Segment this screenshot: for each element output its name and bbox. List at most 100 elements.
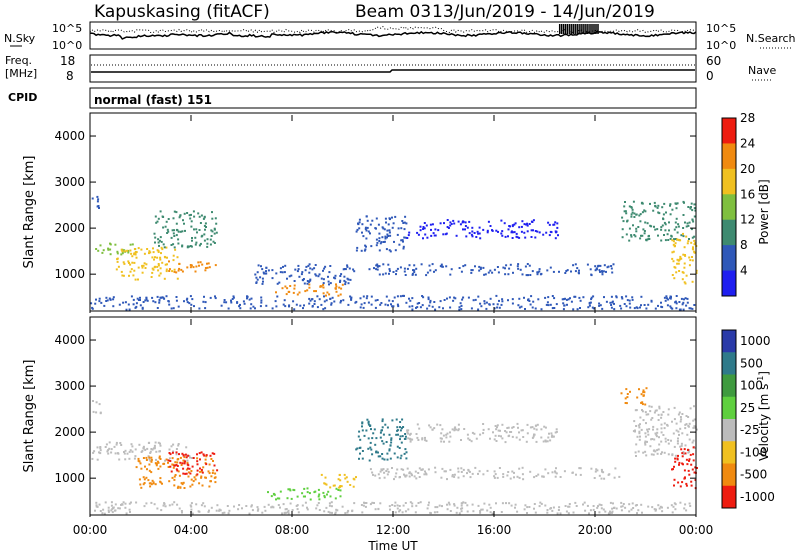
range-cell (682, 227, 685, 229)
range-cell (487, 428, 490, 431)
range-cell (171, 270, 174, 273)
range-cell (611, 271, 614, 274)
range-cell (370, 245, 373, 248)
range-cell (683, 201, 685, 204)
range-cell (658, 436, 660, 439)
range-cell (550, 435, 553, 438)
range-cell (154, 256, 156, 259)
range-cell (502, 266, 505, 269)
range-cell (202, 466, 205, 469)
range-cell (391, 300, 394, 303)
range-cell (489, 506, 492, 509)
range-cell (161, 248, 164, 251)
range-cell (678, 411, 681, 414)
range-cell (328, 502, 331, 505)
range-cell (196, 460, 199, 463)
range-cell (559, 476, 562, 478)
range-cell (633, 234, 636, 236)
range-cell (643, 232, 646, 235)
range-cell (489, 225, 492, 227)
range-cell (511, 302, 514, 305)
range-cell (528, 264, 531, 267)
range-cell (692, 446, 695, 449)
range-cell (668, 229, 670, 232)
range-cell (146, 468, 148, 471)
range-cell (323, 267, 326, 270)
range-cell (458, 512, 461, 515)
range-cell (446, 478, 448, 481)
range-cell (590, 298, 593, 301)
range-cell (180, 268, 183, 271)
range-cell (212, 240, 215, 243)
range-cell (660, 440, 663, 443)
range-cell (155, 464, 158, 467)
range-cell (405, 301, 408, 304)
range-cell (628, 510, 631, 513)
range-cell (359, 452, 361, 455)
range-cell (401, 418, 404, 421)
noise-right-tick-bottom: 10^0 (706, 39, 736, 52)
range-cell (515, 235, 518, 238)
range-cell (544, 468, 547, 471)
range-cell (153, 258, 155, 261)
range-cell (439, 437, 442, 440)
range-cell (172, 259, 175, 262)
range-cell (282, 503, 285, 506)
freq-tick-bottom: 8 (66, 69, 74, 83)
range-cell (388, 268, 391, 271)
range-cell (654, 432, 657, 435)
range-cell (389, 508, 391, 511)
range-cell (95, 411, 98, 414)
range-cell (255, 282, 258, 284)
range-cell (194, 270, 197, 273)
range-cell (443, 299, 446, 301)
range-cell (140, 467, 143, 470)
range-cell (631, 502, 634, 505)
range-cell (683, 262, 686, 265)
range-cell (375, 217, 378, 220)
range-cell (513, 476, 515, 479)
range-cell (252, 305, 255, 308)
range-cell (535, 424, 538, 427)
range-cell (371, 471, 374, 474)
range-cell (655, 433, 658, 436)
range-cell (167, 461, 169, 464)
range-cell (107, 509, 110, 512)
range-cell (537, 298, 540, 301)
range-cell (406, 237, 409, 239)
scatter-blob-1 (91, 441, 193, 462)
range-cell (609, 501, 612, 504)
range-cell (284, 285, 287, 288)
range-cell (612, 263, 615, 266)
range-cell (358, 457, 360, 460)
scatter-blob-7 (355, 215, 408, 253)
range-cell (634, 504, 637, 507)
range-cell (685, 225, 688, 228)
range-cell (99, 244, 102, 247)
range-cell (457, 470, 460, 473)
range-cell (395, 269, 398, 272)
range-cell (173, 229, 176, 232)
range-cell (202, 502, 205, 505)
range-cell (279, 267, 282, 270)
range-cell (394, 475, 397, 478)
range-cell (183, 456, 186, 459)
x-tick-label: 08:00 (275, 523, 310, 537)
range-cell (442, 434, 445, 437)
range-cell (691, 307, 694, 310)
range-cell (598, 474, 601, 477)
range-cell (611, 507, 614, 510)
range-cell (589, 268, 592, 271)
range-cell (447, 501, 450, 504)
range-cell (562, 298, 565, 301)
range-cell (379, 431, 382, 434)
range-cell (404, 448, 407, 451)
range-cell (177, 444, 180, 447)
range-cell (305, 265, 308, 268)
range-cell (175, 299, 178, 302)
range-cell (187, 471, 190, 474)
range-cell (403, 228, 406, 231)
range-cell (540, 502, 543, 505)
range-cell (639, 213, 642, 216)
range-cell (230, 301, 233, 304)
